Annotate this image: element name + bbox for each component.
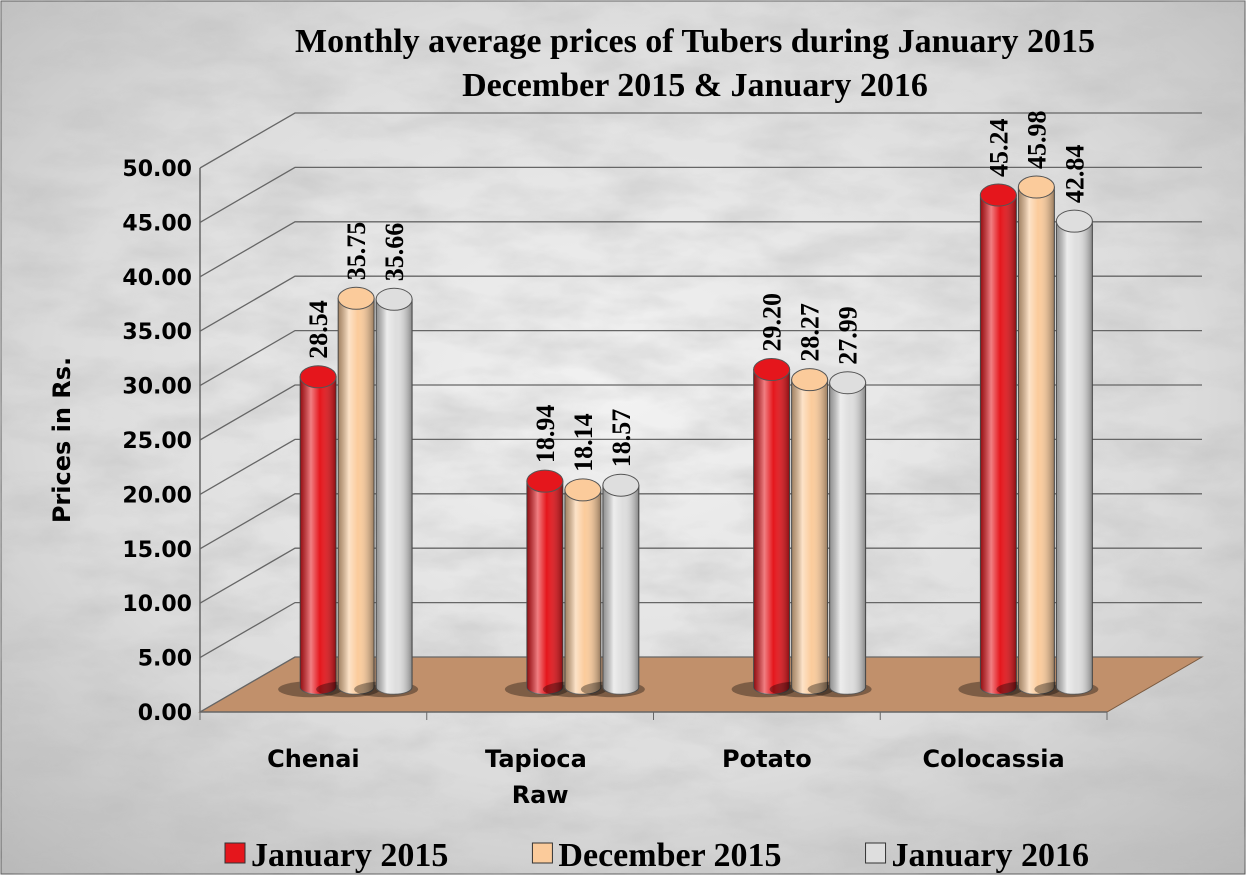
bar xyxy=(829,371,867,695)
y-tick-label: 25.00 xyxy=(122,429,192,454)
x-tick-label: Colocassia xyxy=(923,745,1065,773)
legend-label: December 2015 xyxy=(558,837,781,874)
value-label: 18.57 xyxy=(607,409,636,468)
bar-cap xyxy=(526,469,564,493)
grid-line xyxy=(199,384,1202,441)
bar-cap xyxy=(829,371,867,395)
value-label: 42.84 xyxy=(1060,145,1089,204)
x-tick-label-line: Tapioca xyxy=(485,745,595,773)
y-tick-label: 30.00 xyxy=(122,375,192,400)
bar-shade xyxy=(1056,221,1093,695)
bar xyxy=(1055,209,1093,695)
value-label: 28.54 xyxy=(304,300,333,359)
y-tick-label: 15.00 xyxy=(122,538,192,563)
grid-line xyxy=(199,166,1202,223)
value-label: 28.27 xyxy=(796,303,825,362)
y-tick-label: 50.00 xyxy=(122,157,192,182)
grid-line xyxy=(199,112,1202,169)
value-label: 29.20 xyxy=(758,293,787,352)
y-tick-label: 20.00 xyxy=(122,483,192,508)
bar-cap xyxy=(299,365,337,389)
grid-line xyxy=(199,547,1202,604)
legend-label: January 2016 xyxy=(892,837,1089,874)
bar-shade xyxy=(526,481,563,695)
y-tick-label: 40.00 xyxy=(122,266,192,291)
bar-cap xyxy=(375,287,413,311)
bar-shade xyxy=(980,195,1017,695)
chart-title: Monthly average prices of Tubers during … xyxy=(295,23,1095,60)
legend-swatch xyxy=(865,842,887,864)
bar xyxy=(753,358,791,695)
y-tick-label: 35.00 xyxy=(122,320,192,345)
bar-cap xyxy=(753,358,791,382)
y-axis-label: Prices in Rs. xyxy=(48,357,76,523)
bar-cap xyxy=(1055,209,1093,233)
grid-line xyxy=(199,493,1202,550)
y-tick-label: 5.00 xyxy=(138,647,192,672)
grid-line xyxy=(199,438,1202,495)
value-label: 45.24 xyxy=(984,119,1013,178)
value-label: 35.66 xyxy=(380,223,409,282)
value-label: 35.75 xyxy=(342,222,371,281)
grid-line xyxy=(199,275,1202,332)
bar-cap xyxy=(1017,175,1055,199)
bar-cap xyxy=(602,473,640,497)
bar xyxy=(337,286,375,695)
bar-shade xyxy=(338,298,375,695)
grid-line xyxy=(199,601,1202,659)
bar-cap xyxy=(564,478,602,502)
bar-shade xyxy=(829,382,866,695)
bar-cap xyxy=(337,286,375,310)
bar-shade xyxy=(1018,186,1055,695)
x-tick-label: Tapioca Raw xyxy=(485,745,595,809)
value-label: 18.94 xyxy=(531,405,560,464)
bar xyxy=(564,478,602,695)
chart-title: December 2015 & January 2016 xyxy=(462,67,928,104)
bar xyxy=(375,287,413,695)
value-label: 27.99 xyxy=(834,306,863,365)
x-tick-label-line: Raw xyxy=(512,781,569,809)
bar-cap xyxy=(791,368,829,392)
y-tick-label: 45.00 xyxy=(122,211,192,236)
bar xyxy=(526,469,564,695)
x-tick-label: Potato xyxy=(722,745,812,773)
grid-line xyxy=(199,221,1202,278)
bar-shade xyxy=(300,376,337,695)
grid-line xyxy=(199,329,1202,387)
y-tick-label: 0.00 xyxy=(138,701,192,726)
bar xyxy=(979,183,1017,695)
value-label: 45.98 xyxy=(1022,110,1051,169)
grid-line xyxy=(199,656,1202,713)
legend-swatch xyxy=(224,842,246,864)
legend-label: January 2015 xyxy=(251,837,448,874)
bar-shade xyxy=(602,485,639,695)
bar-shade xyxy=(376,299,413,695)
bar-shade xyxy=(564,489,601,695)
bar xyxy=(602,473,640,695)
bar-shade xyxy=(791,379,828,695)
legend-swatch xyxy=(531,842,553,864)
y-tick-label: 10.00 xyxy=(122,592,192,617)
bar-cap xyxy=(979,183,1017,207)
x-tick-label: Chenai xyxy=(267,745,359,773)
bar xyxy=(299,365,337,695)
bar-shade xyxy=(753,369,790,695)
value-label: 18.14 xyxy=(569,413,598,472)
bar xyxy=(1017,175,1055,695)
bar xyxy=(791,368,829,695)
